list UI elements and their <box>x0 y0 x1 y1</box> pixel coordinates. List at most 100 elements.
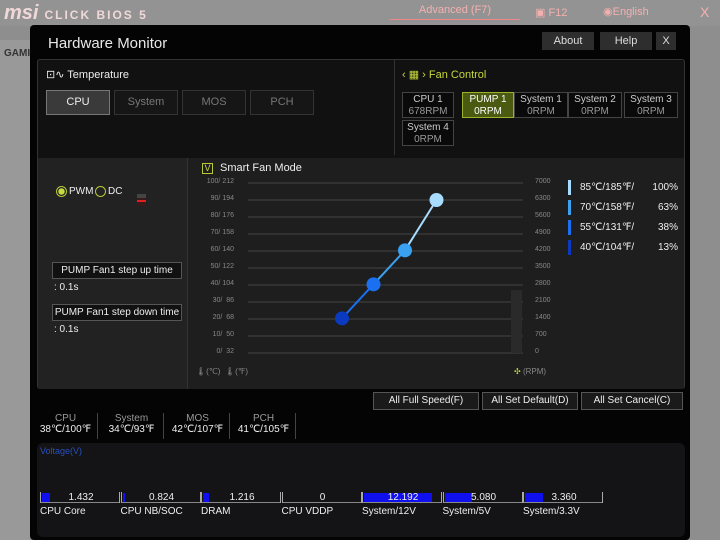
fan-button[interactable]: PUMP 1 0RPM <box>462 92 514 118</box>
sidebar-label: GAMI <box>4 48 31 59</box>
temp-summary-item: MOS 42℃/107℉ <box>166 413 230 439</box>
advanced-mode-button[interactable]: Advanced (F7) <box>390 0 520 20</box>
close-button[interactable]: X <box>656 32 676 50</box>
left-axis-tick: 40/ 104 <box>210 280 234 287</box>
left-axis-tick: 70/ 158 <box>210 229 234 236</box>
voltage-value: 1.216 <box>229 492 255 503</box>
fan-name: System 1 <box>520 94 562 105</box>
voltage-panel: Voltage(V) 1.432 CPU Core 0.824 CPU NB/SOC 1… <box>37 443 685 537</box>
legend-color <box>568 200 571 215</box>
voltage-bar: 1.216 <box>201 492 281 503</box>
rpm-unit: ✣ (RPM) <box>514 367 547 376</box>
tab-pch[interactable]: PCH <box>250 90 314 115</box>
curve-segment <box>372 249 406 285</box>
right-axis-tick: 0 <box>535 348 539 355</box>
temperature-label: Temperature <box>67 69 130 81</box>
all-full-speed-button[interactable]: All Full Speed(F) <box>373 392 479 410</box>
fan-name: CPU 1 <box>413 94 443 105</box>
temp-sensor-value: 41℃/105℉ <box>237 424 290 435</box>
fan-button[interactable]: System 1 0RPM <box>514 92 568 118</box>
step-up-time-button[interactable]: PUMP Fan1 step up time <box>52 262 182 279</box>
left-axis-tick: 90/ 194 <box>210 195 234 202</box>
temp-sensor-name: MOS <box>186 413 209 424</box>
right-axis-tick: 2100 <box>535 297 551 304</box>
voltage-value: 5.080 <box>470 492 497 503</box>
bios-close-button[interactable]: X <box>700 4 710 20</box>
tab-mos[interactable]: MOS <box>182 90 246 115</box>
right-axis-tick: 1400 <box>535 314 551 321</box>
curve-point-handle[interactable] <box>398 243 412 258</box>
fan-control-section <box>394 60 686 155</box>
pwm-label: PWM <box>69 186 94 198</box>
bios-header: msi CLICK BIOS 5 Advanced (F7) ▣ F12 ◉Eng… <box>0 0 720 26</box>
right-axis-tick: 3500 <box>535 263 551 270</box>
left-axis-tick: 100/ 212 <box>206 178 234 185</box>
right-axis-tick: 6300 <box>535 195 551 202</box>
left-axis-tick: 60/ 140 <box>210 246 234 253</box>
current-rpm-bar <box>511 290 522 353</box>
language-button[interactable]: ◉English <box>603 6 649 18</box>
all-set-cancel-button[interactable]: All Set Cancel(C) <box>581 392 683 410</box>
voltage-name: DRAM <box>201 506 231 517</box>
fan-level-indicator <box>137 194 146 206</box>
right-axis-tick: 4900 <box>535 229 551 236</box>
curve-point-handle[interactable] <box>366 277 381 292</box>
about-button[interactable]: About <box>542 32 594 50</box>
radio-unselected-icon <box>95 186 106 197</box>
pwm-radio[interactable]: PWM <box>56 186 93 197</box>
voltage-value: 12.192 <box>387 492 419 503</box>
dialog-title: Hardware Monitor <box>48 35 168 52</box>
fan-control-header[interactable]: ‹ ▦ › Fan Control <box>402 68 486 81</box>
step-down-time-button[interactable]: PUMP Fan1 step down time <box>52 304 182 321</box>
curve-point-handle[interactable] <box>429 193 444 207</box>
fan-mode-panel: PWM DC PUMP Fan1 step up time : 0.1s PUM… <box>38 158 188 389</box>
temperature-chart-icon: ⊡∿ <box>46 69 68 81</box>
dc-label: DC <box>108 186 123 198</box>
curve-legend-item: 85℃/185℉/ 100% <box>568 180 678 196</box>
left-axis-tick: 30/ 86 <box>212 297 234 304</box>
fan-rpm: 0RPM <box>637 106 665 117</box>
fan-settings-area: PWM DC PUMP Fan1 step up time : 0.1s PUM… <box>38 158 684 389</box>
temp-sensor-value: 38℃/100℉ <box>39 424 92 435</box>
voltage-bar: 1.432 <box>40 492 120 503</box>
radio-selected-icon <box>56 186 67 197</box>
left-axis-tick: 10/ 50 <box>212 331 234 338</box>
fan-curve-graph[interactable] <box>38 158 684 389</box>
temp-sensor-name: System <box>114 413 149 424</box>
voltage-name: CPU NB/SOC <box>120 506 183 517</box>
fan-rpm: 0RPM <box>527 106 555 117</box>
right-axis-tick: 5600 <box>535 212 551 219</box>
msi-logo: msi CLICK BIOS 5 <box>4 2 148 25</box>
legend-temp: 40℃/104℉/ <box>580 242 635 253</box>
step-up-time-value: : 0.1s <box>54 282 79 293</box>
dc-radio[interactable]: DC <box>95 186 122 197</box>
all-set-default-button[interactable]: All Set Default(D) <box>482 392 578 410</box>
tab-system[interactable]: System <box>114 90 178 115</box>
screenshot-button[interactable]: ▣ F12 <box>535 7 568 19</box>
language-label: English <box>612 6 649 18</box>
smart-fan-checkbox[interactable]: V <box>202 163 213 174</box>
legend-color <box>568 220 571 235</box>
fan-button[interactable]: System 4 0RPM <box>402 120 454 146</box>
curve-point-handle[interactable] <box>335 311 349 326</box>
voltage-bar-fill <box>364 493 432 502</box>
fan-button[interactable]: System 3 0RPM <box>624 92 678 118</box>
fan-button[interactable]: System 2 0RPM <box>568 92 622 118</box>
fan-name: System 3 <box>630 94 672 105</box>
smart-fan-label: Smart Fan Mode <box>220 162 302 174</box>
screenshot-label: F12 <box>548 7 568 19</box>
tab-cpu[interactable]: CPU <box>46 90 110 115</box>
help-button[interactable]: Help <box>600 32 652 50</box>
voltage-bar-fill <box>444 493 472 502</box>
voltage-bar: 0.824 <box>120 492 201 503</box>
voltage-bar: 12.192 <box>362 492 442 503</box>
celsius-unit: 🌡(℃) <box>196 367 221 376</box>
fan-rpm: 0RPM <box>581 106 609 117</box>
step-down-time-value: : 0.1s <box>54 324 79 335</box>
fan-button[interactable]: CPU 1 678RPM <box>402 92 454 118</box>
temp-sensor-value: 34℃/93℉ <box>108 424 155 435</box>
voltage-value: 0.824 <box>148 492 175 503</box>
legend-color <box>568 240 571 255</box>
temp-sensor-name: CPU <box>54 413 77 424</box>
voltage-name: CPU Core <box>40 506 86 517</box>
